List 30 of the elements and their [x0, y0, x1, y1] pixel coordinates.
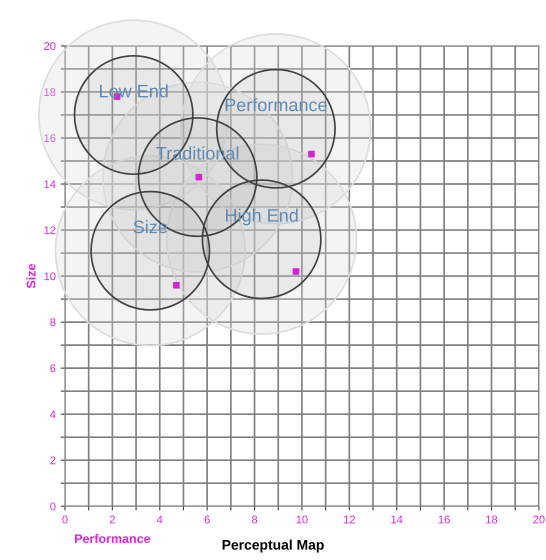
- data-label: Size: [134, 220, 168, 234]
- x-tick-label: 4: [156, 516, 163, 524]
- y-tick-label: 16: [44, 134, 56, 142]
- point: [173, 282, 180, 289]
- y-tick-label: 10: [44, 272, 56, 280]
- text: Perceptual Map: [222, 540, 324, 552]
- x-tick-label: 20: [533, 516, 545, 524]
- x-axis-title: Performance: [74, 534, 150, 544]
- y-tick-label: 6: [50, 364, 56, 372]
- x-tick-label: 14: [391, 516, 403, 524]
- y-tick-label: 4: [50, 410, 56, 418]
- x-tick-label: 6: [204, 516, 210, 524]
- y-tick-label: 18: [44, 88, 56, 96]
- point: [196, 174, 202, 180]
- point: [292, 268, 300, 275]
- x-tick-label: 12: [344, 516, 355, 524]
- x-tick-label: 16: [438, 516, 450, 524]
- y-tick-label: 8: [50, 318, 56, 326]
- y-tick-label: 0: [50, 502, 56, 510]
- x-tick-label: 2: [110, 516, 115, 524]
- y-tick-label: 2: [50, 456, 56, 464]
- y-tick-label: 12: [44, 226, 56, 234]
- y-tick-label: 20: [44, 42, 56, 50]
- y-axis-title: Size: [26, 264, 36, 288]
- x-tick-label: 10: [296, 516, 308, 524]
- x-tick-label: 18: [486, 516, 498, 524]
- x-tick-label: 0: [62, 516, 68, 524]
- point: [308, 150, 315, 158]
- y-tick-label: 14: [44, 180, 56, 188]
- x-tick-label: 8: [252, 516, 258, 524]
